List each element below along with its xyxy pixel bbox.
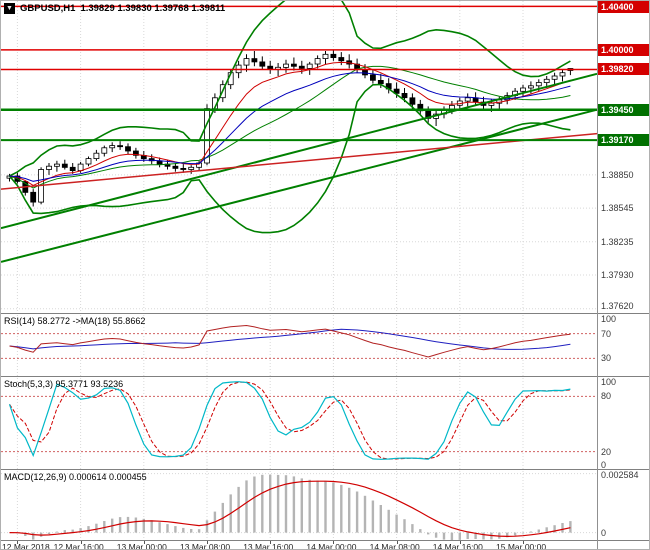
stoch-axis-label: 0 <box>601 460 607 470</box>
price-axis-label: 1.38545 <box>601 203 634 214</box>
time-axis-label: 13 Mar 16:00 <box>243 542 294 550</box>
price-level-badge: 1.40400 <box>598 1 649 13</box>
macd-canvas[interactable] <box>1 471 650 541</box>
vertical-gridlines <box>16 378 524 470</box>
stochastic-panel: Stoch(5,3,3) 95.3771 93.5236 <box>1 376 650 470</box>
time-axis-label: 13 Mar 00:00 <box>116 542 167 550</box>
time-axis-label: 14 Mar 08:00 <box>369 542 420 550</box>
macd-axis-label: 0.002584 <box>601 470 639 480</box>
time-tick-mark <box>333 541 335 544</box>
vertical-gridlines <box>16 1 524 313</box>
rsi-axis-label: 30 <box>601 353 612 364</box>
stoch-axis-label: 20 <box>601 446 612 457</box>
price-axis-separator <box>597 1 598 549</box>
symbol-marker-icon: ▼ <box>4 3 15 14</box>
price-axis-label: 1.37620 <box>601 301 634 311</box>
main-chart-panel: ▼ GBPUSD,H1 1.39829 1.39830 1.39768 1.39… <box>1 1 650 313</box>
time-tick-mark <box>80 541 82 544</box>
stoch-axis-label: 80 <box>601 391 612 402</box>
price-axis-label: 1.37930 <box>601 269 634 280</box>
time-axis-label: 12 Mar 2018 <box>2 542 50 550</box>
rsi-ma-line <box>9 328 571 350</box>
price-level-badge: 1.39820 <box>598 63 649 76</box>
price-axis-label: 1.38850 <box>601 169 634 180</box>
time-tick-mark <box>270 541 272 544</box>
macd-panel: MACD(12,26,9) 0.000614 0.000455 <box>1 469 650 541</box>
stoch-axis-label: 100 <box>601 377 617 387</box>
time-axis-label: 13 Mar 08:00 <box>180 542 231 550</box>
time-tick-mark <box>17 541 19 544</box>
time-tick-mark <box>143 541 145 544</box>
stoch-main-line <box>8 381 571 460</box>
time-tick-mark <box>523 541 524 544</box>
rsi-canvas[interactable] <box>1 315 650 377</box>
price-axis-label: 1.38235 <box>601 236 634 247</box>
time-axis-label: 15 Mar 00:00 <box>496 542 547 550</box>
macd-histogram <box>16 474 572 541</box>
bollinger-upper-line <box>9 1 571 177</box>
rsi-line <box>9 324 571 358</box>
price-level-badge: 1.40000 <box>598 43 649 56</box>
macd-axis-label: 0 <box>601 527 607 538</box>
macd-label: MACD(12,26,9) 0.000614 0.000455 <box>4 472 147 482</box>
main-chart-canvas[interactable] <box>1 1 650 313</box>
ohlc-values: 1.39829 1.39830 1.39768 1.39811 <box>80 3 226 14</box>
bollinger-middle-line <box>9 65 571 189</box>
time-tick-mark <box>207 541 208 544</box>
rsi-axis-label: 70 <box>601 328 612 339</box>
price-level-badge: 1.39450 <box>598 103 649 116</box>
macd-signal-line <box>9 480 571 538</box>
stochastic-label: Stoch(5,3,3) 95.3771 93.5236 <box>4 379 124 389</box>
bollinger-lower-line <box>8 83 571 234</box>
symbol-label: GBPUSD,H1 <box>20 3 76 14</box>
time-axis-label: 14 Mar 00:00 <box>306 542 357 550</box>
vertical-gridlines <box>16 315 524 377</box>
chart-header: ▼ GBPUSD,H1 1.39829 1.39830 1.39768 1.39… <box>4 3 225 14</box>
rsi-axis-label: 100 <box>601 314 617 324</box>
time-tick-mark <box>396 541 398 544</box>
horizontal-gridlines <box>1 174 597 310</box>
stoch-signal-line <box>9 381 571 460</box>
time-axis-label: 12 Mar 16:00 <box>53 542 104 550</box>
price-level-lines[interactable] <box>1 5 597 142</box>
stochastic-canvas[interactable] <box>1 378 650 470</box>
time-tick-mark <box>459 541 461 544</box>
rsi-panel: RSI(14) 58.2772 ->MA(18) 55.8662 <box>1 313 650 377</box>
time-axis-label: 14 Mar 16:00 <box>432 542 483 550</box>
time-axis[interactable]: 12 Mar 2018 12 Mar 16:00 13 Mar 00:00 13 Ma… <box>1 540 649 550</box>
trendlines[interactable] <box>1 72 598 263</box>
price-level-badge: 1.39170 <box>598 134 649 147</box>
ma-fast-line <box>9 61 571 186</box>
ma-slow-line <box>9 72 571 182</box>
rsi-label: RSI(14) 58.2772 ->MA(18) 55.8662 <box>4 316 146 326</box>
